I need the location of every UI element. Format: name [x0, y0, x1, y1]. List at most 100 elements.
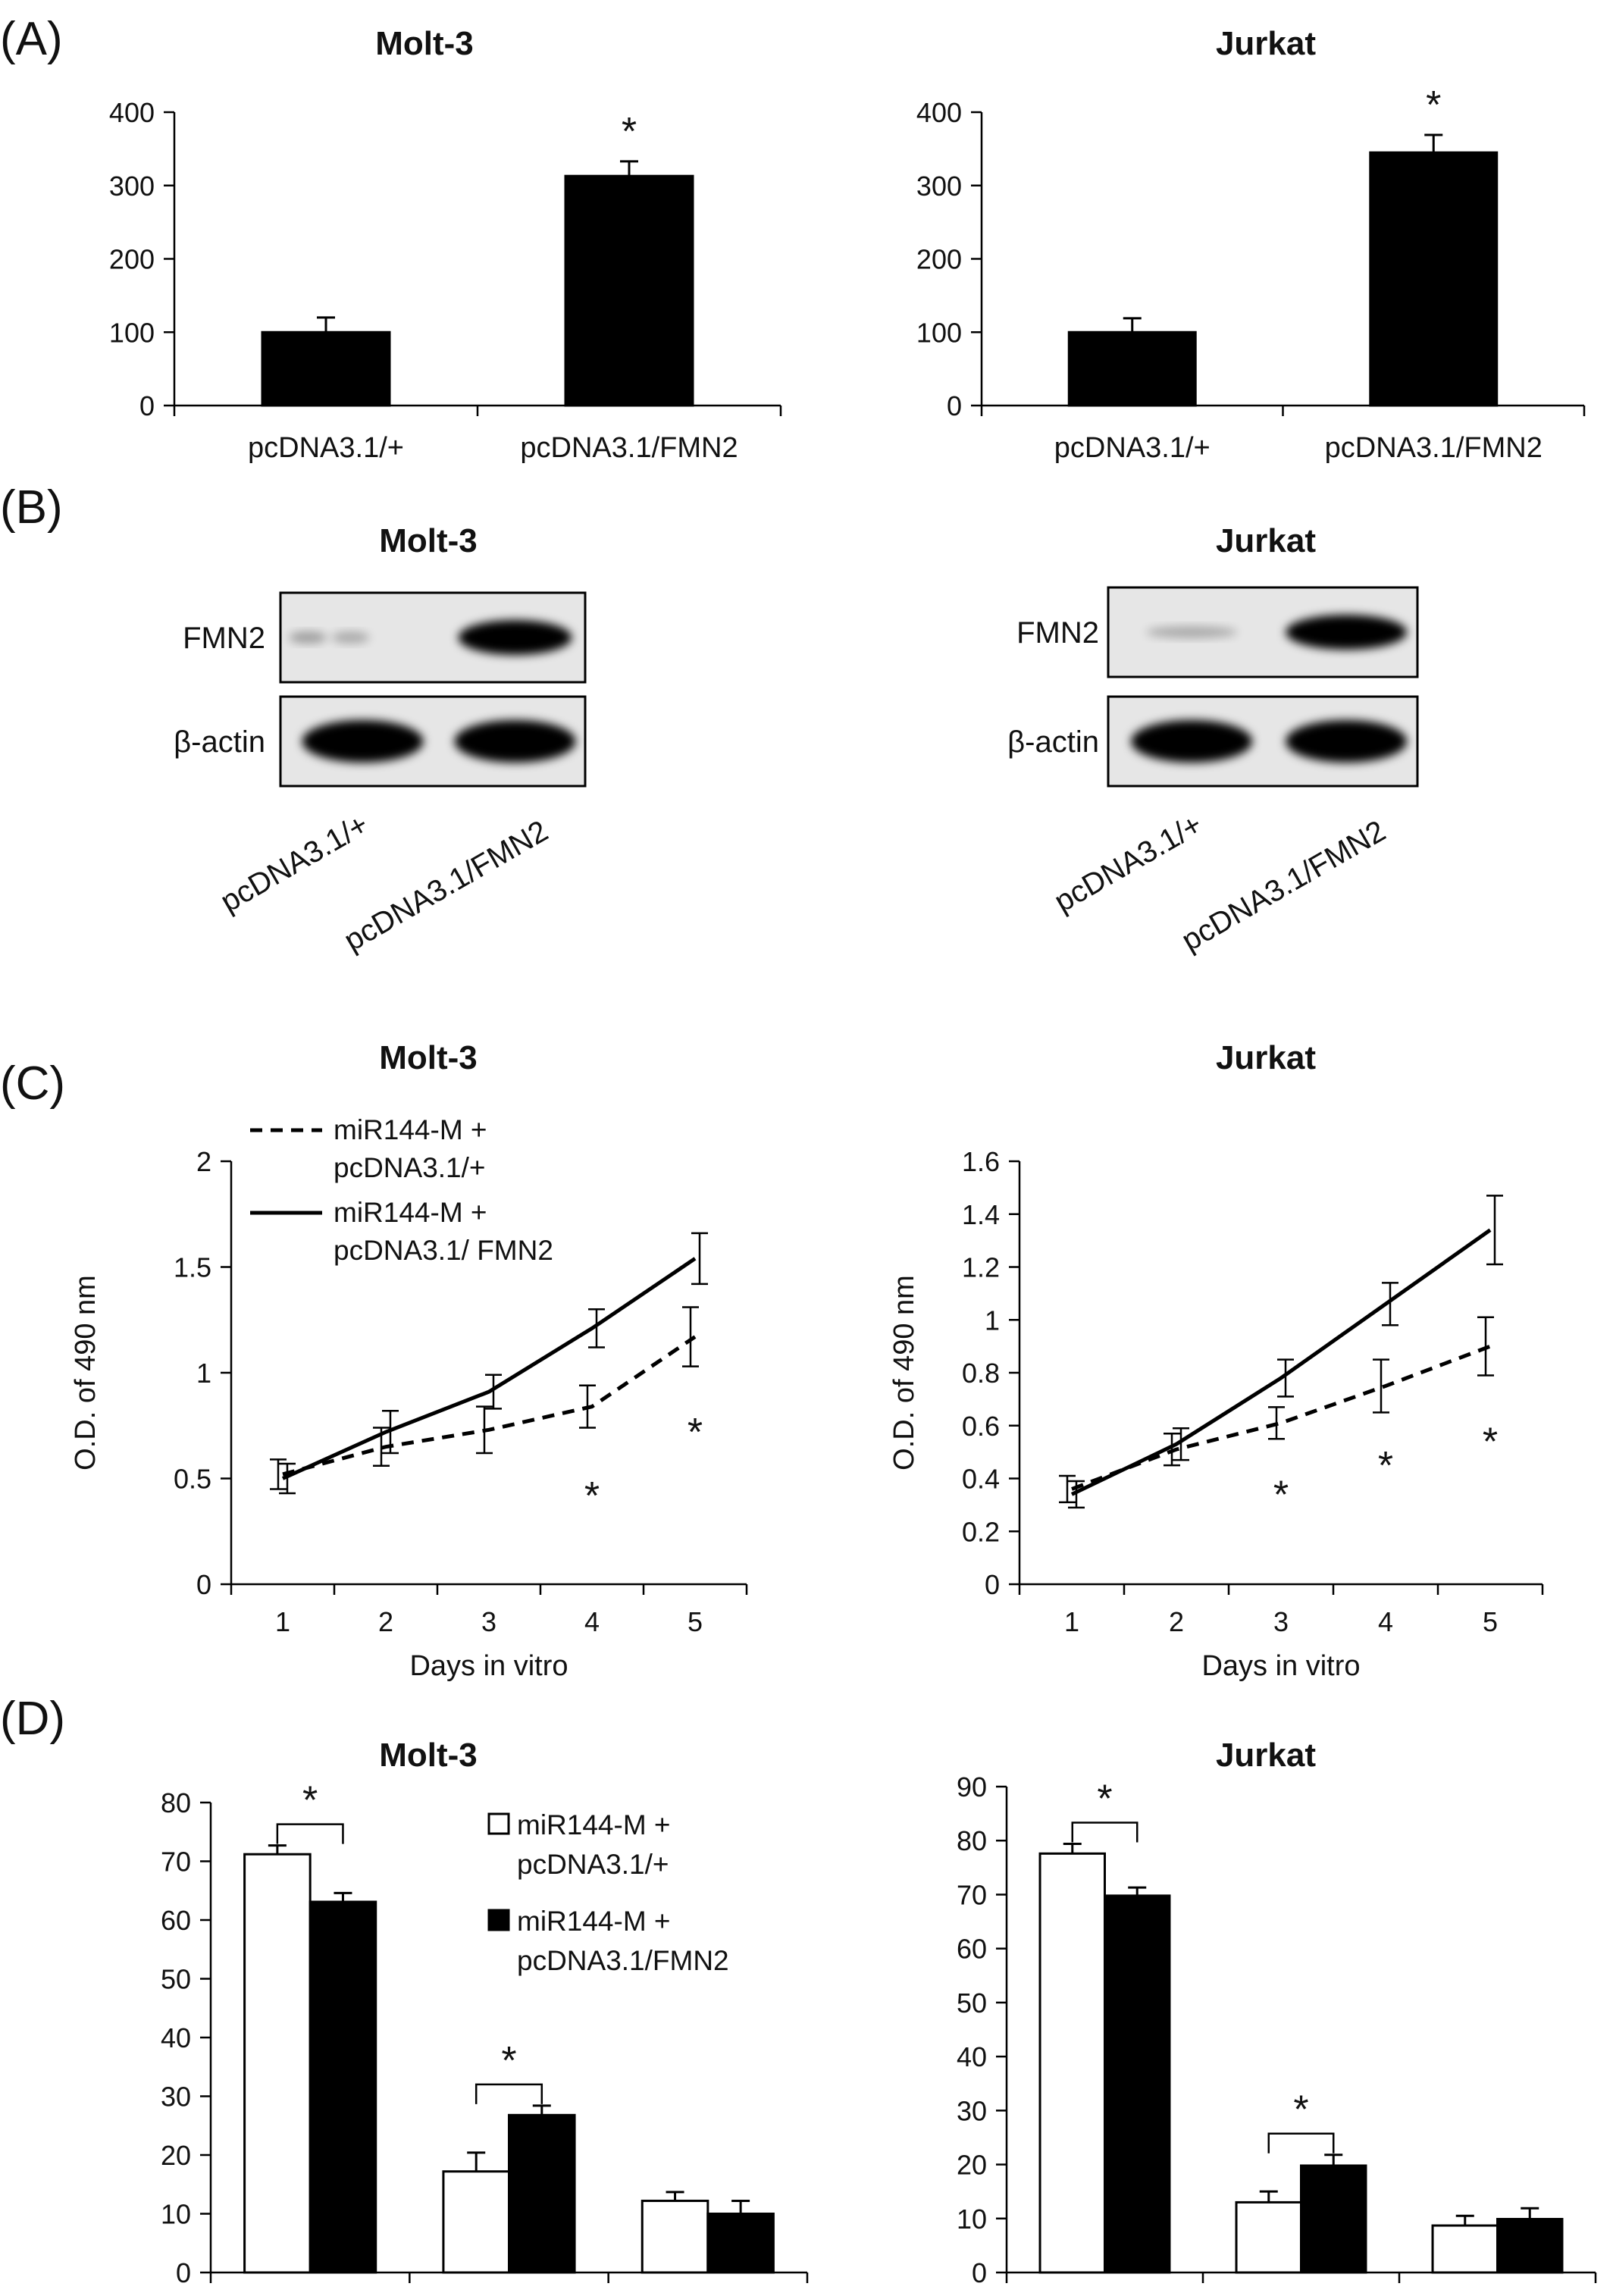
bar	[1496, 2217, 1564, 2274]
x-tick-label: 1	[275, 1606, 290, 1637]
bar-chart-d-jurkat: Jurkat0102030405060708090G0/G1SG2/M**	[957, 1737, 1597, 2288]
y-tick-label: 70	[957, 1879, 987, 1910]
legend-label: miR144-M +	[334, 1114, 487, 1145]
y-tick-label: 0	[985, 1569, 1000, 1600]
y-tick-label: 1.5	[174, 1252, 211, 1283]
blot-band	[1286, 615, 1408, 650]
bar	[1300, 2164, 1367, 2274]
y-tick-label: 200	[916, 244, 962, 275]
y-tick-label: 0	[176, 2257, 191, 2288]
y-tick-label: 0	[972, 2257, 987, 2288]
panel-letter-d: (D)	[0, 1693, 65, 1745]
category-label: pcDNA3.1/+	[1054, 432, 1211, 464]
legend-c: miR144-M + pcDNA3.1/+ miR144-M + pcDNA3.1/ …	[250, 1114, 553, 1266]
blot-row-label: FMN2	[1016, 616, 1099, 650]
panel-letter-a: (A)	[0, 13, 63, 65]
significance-star: *	[302, 1779, 318, 1823]
blot-title: Jurkat	[1216, 522, 1316, 559]
y-tick-label: 100	[916, 317, 962, 348]
x-axis-label: Days in vitro	[1201, 1650, 1360, 1682]
y-tick-label: 0.5	[174, 1464, 211, 1495]
y-axis-label: O.D. of 490 nm	[70, 1275, 102, 1471]
x-tick-label: 4	[1378, 1606, 1393, 1637]
y-tick-label: 300	[916, 171, 962, 202]
y-tick-label: 50	[161, 1964, 191, 1995]
x-axis-label: Days in vitro	[409, 1650, 568, 1682]
blot-lane-label: pcDNA3.1/+	[1049, 807, 1208, 918]
y-tick-label: 100	[109, 317, 155, 348]
chart-title: Molt-3	[379, 1737, 478, 1774]
y-tick-label: 20	[161, 2140, 191, 2171]
bar-chart-a-jurkat: Jurkat 0 100 200 300 400 pcDNA3.1/+ pcDNA3.1/FM…	[916, 25, 1586, 464]
legend-swatch	[487, 1909, 510, 1931]
x-tick-label: 5	[687, 1606, 703, 1637]
chart-title: Molt-3	[379, 1039, 478, 1076]
significance-star: *	[1097, 1777, 1112, 1821]
legend-label: miR144-M +	[334, 1197, 487, 1228]
y-tick-label: 40	[161, 2022, 191, 2053]
y-tick-label: 40	[957, 2041, 987, 2072]
bar	[706, 2213, 775, 2274]
y-tick-label: 1.4	[962, 1199, 1000, 1230]
chart-title: Jurkat	[1216, 1039, 1316, 1076]
y-tick-label: 80	[957, 1825, 987, 1856]
y-tick-label: 400	[109, 97, 155, 128]
y-tick-label: 0.6	[962, 1411, 1000, 1442]
panel-letter-b: (B)	[0, 481, 63, 534]
y-tick-label: 200	[109, 244, 155, 275]
legend-label: pcDNA3.1/+	[334, 1152, 486, 1183]
significance-bracket	[276, 1823, 344, 1844]
blot-title: Molt-3	[379, 522, 478, 559]
legend-label: pcDNA3.1/ FMN2	[334, 1235, 553, 1266]
x-tick-label: 3	[1273, 1606, 1289, 1637]
blot-band	[302, 720, 424, 763]
significance-star: *	[622, 110, 637, 154]
western-blot-jurkat: Jurkat FMN2 β-actin pcDNA3.1/+pcDNA3.1/FMN2	[1007, 522, 1419, 957]
significance-star: *	[687, 1411, 703, 1455]
legend-label: pcDNA3.1/+	[517, 1849, 669, 1880]
y-tick-label: 300	[109, 171, 155, 202]
blot-band	[1286, 720, 1408, 763]
significance-bracket	[1071, 1821, 1138, 1843]
significance-bracket	[1267, 2132, 1335, 2153]
significance-star: *	[584, 1474, 600, 1518]
chart-title: Jurkat	[1216, 1737, 1316, 1774]
significance-star: *	[1483, 1421, 1498, 1464]
y-tick-label: 2	[196, 1146, 211, 1177]
blot-row-label: β-actin	[174, 725, 265, 759]
bar-chart-a-molt3: Molt-3 0 100 200 300 400 pcDNA3.1/+ pcDNA3.1/FM…	[109, 25, 782, 464]
y-tick-label: 400	[916, 97, 962, 128]
y-tick-label: 1	[196, 1358, 211, 1389]
y-tick-label: 10	[957, 2204, 987, 2235]
y-tick-label: 30	[161, 2081, 191, 2113]
blot-band	[1146, 626, 1238, 638]
legend-d: miR144-M + pcDNA3.1/+ miR144-M + pcDNA3.1/F…	[487, 1809, 729, 1976]
bar	[1235, 2200, 1303, 2274]
series-line-dashed	[282, 1335, 697, 1477]
y-tick-label: 0	[139, 390, 155, 421]
series-line-solid	[281, 1257, 697, 1480]
bar	[1038, 1852, 1107, 2274]
bar-chart-d-molt3: Molt-301020304050607080G0/G1SG2/M**	[161, 1737, 809, 2288]
x-tick-label: 1	[1064, 1606, 1079, 1637]
significance-bracket	[475, 2083, 543, 2104]
bar	[508, 2113, 576, 2274]
x-tick-label: 3	[481, 1606, 496, 1637]
legend-swatch	[487, 1812, 510, 1835]
y-tick-label: 50	[957, 1987, 987, 2019]
y-tick-label: 0	[947, 390, 962, 421]
bar	[442, 2170, 510, 2274]
legend-label: miR144-M +	[517, 1809, 671, 1840]
bar	[641, 2199, 709, 2274]
category-label: pcDNA3.1/FMN2	[1325, 432, 1543, 464]
y-tick-label: 0.4	[962, 1464, 1000, 1495]
bar	[1104, 1894, 1171, 2274]
bar	[309, 1900, 377, 2274]
y-tick-label: 0.2	[962, 1516, 1000, 1547]
blot-band	[1131, 720, 1253, 763]
category-label: pcDNA3.1/FMN2	[520, 432, 738, 464]
category-label: pcDNA3.1/+	[248, 432, 404, 464]
y-tick-label: 60	[161, 1905, 191, 1936]
bar	[564, 174, 694, 407]
